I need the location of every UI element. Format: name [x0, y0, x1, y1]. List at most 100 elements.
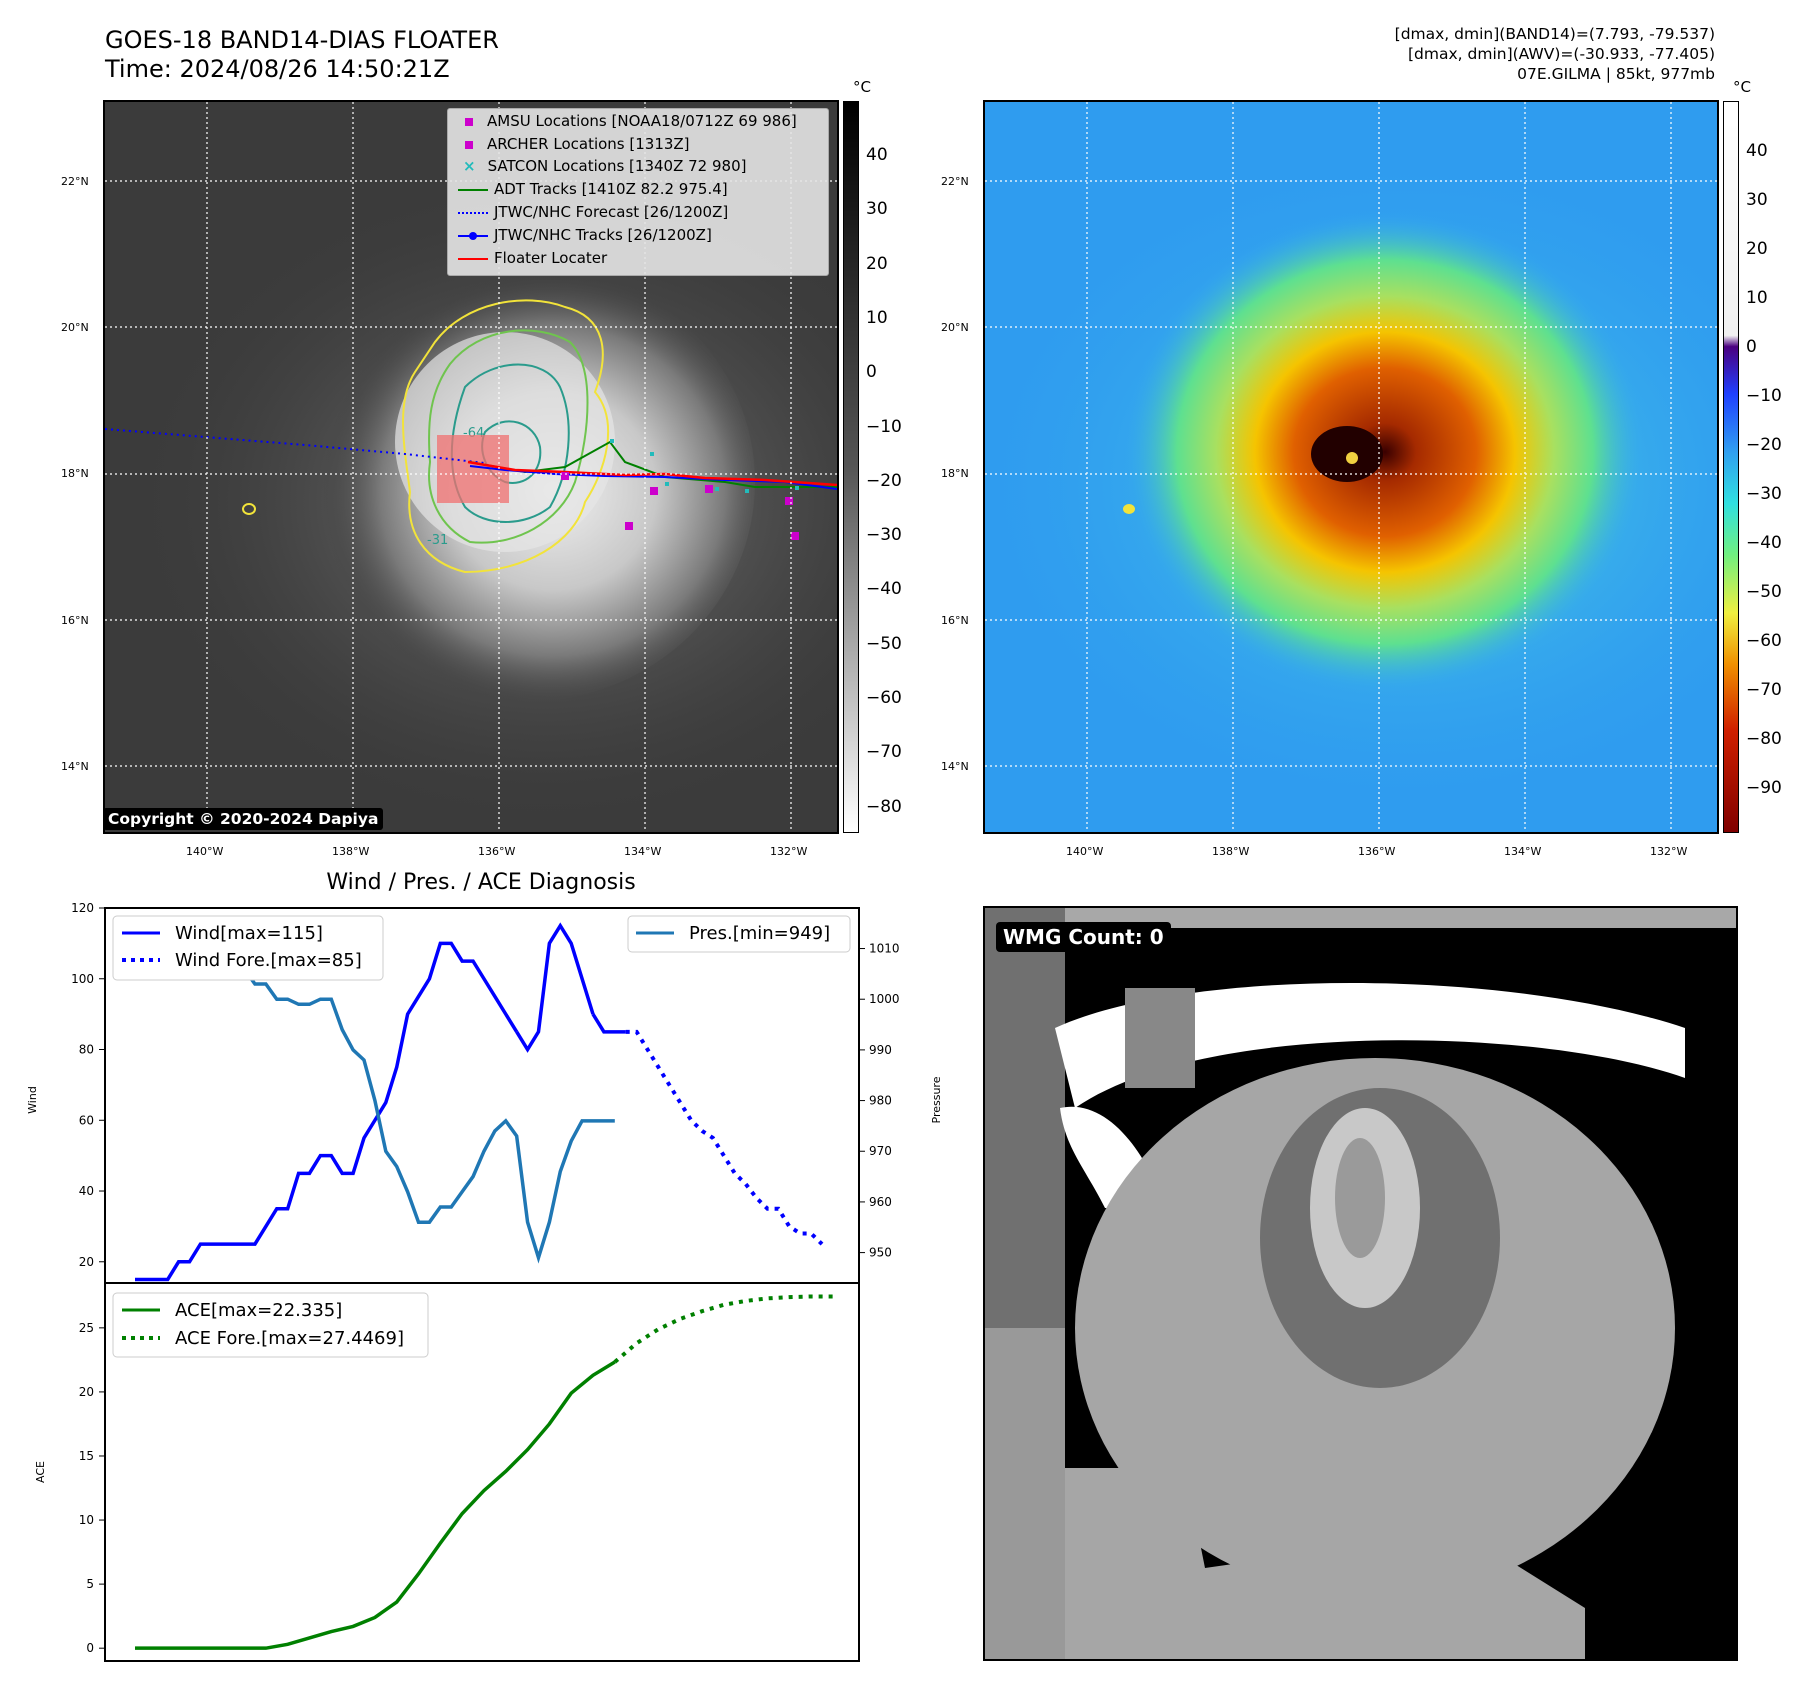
- colorbar-right-unit: °C: [1733, 78, 1751, 96]
- wmg-count-badge: WMG Count: 0: [996, 922, 1171, 952]
- ace-line: [135, 1360, 616, 1650]
- lon-label: 132°W: [770, 845, 808, 858]
- colorbar-tick-label: −50: [866, 633, 902, 654]
- wind-tick-label: 120: [71, 901, 94, 915]
- pressure-tick-label: 990: [869, 1043, 892, 1057]
- ace-tick-label: 15: [79, 1449, 94, 1463]
- colorbar-tick-label: −60: [1746, 631, 1782, 651]
- stats-band14: [dmax, dmin](BAND14)=(7.793, -79.537): [1394, 25, 1715, 43]
- map-legend: AMSU Locations [NOAA18/0712Z 69 986] ARC…: [447, 108, 829, 276]
- colorbar-tick-label: −90: [1746, 778, 1782, 798]
- forecast-track-line: [105, 428, 486, 464]
- color-map-image: [985, 102, 1717, 832]
- color-map-panel: [983, 100, 1719, 834]
- legend-ace: ACE[max=22.335]: [175, 1300, 342, 1321]
- wind-line: [515, 922, 595, 1053]
- legend-adt: ADT Tracks [1410Z 82.2 975.4]: [458, 180, 728, 198]
- ace-tick-label: 25: [79, 1321, 94, 1335]
- lat-label: 20°N: [941, 321, 969, 334]
- colorbar-tick-label: −10: [1746, 386, 1782, 406]
- colorbar-tick-label: −70: [1746, 680, 1782, 700]
- wmg-panel: [983, 906, 1738, 1661]
- square-marker-icon: [465, 118, 473, 126]
- ace-legend: ACE[max=22.335] ACE Fore.[max=27.4469]: [112, 1292, 429, 1358]
- colorbar-tick-label: 10: [1746, 288, 1768, 308]
- contour-label-31: -31: [427, 533, 448, 548]
- ace-tick-label: 10: [79, 1513, 94, 1527]
- ace-axes: [104, 1282, 860, 1662]
- square-marker-icon: [465, 141, 473, 149]
- line-marker-icon: [458, 188, 488, 191]
- legend-ace-fore: ACE Fore.[max=27.4469]: [175, 1328, 404, 1349]
- lon-label: 134°W: [624, 845, 662, 858]
- lat-label: 18°N: [941, 467, 969, 480]
- wind-tick-label: 80: [79, 1043, 94, 1057]
- title-line-2: Time: 2024/08/26 14:50:21Z: [105, 55, 450, 83]
- wind-tick-label: 40: [79, 1184, 94, 1198]
- lat-label: 14°N: [61, 760, 89, 773]
- ace-axis-label: ACE: [34, 1461, 47, 1483]
- lat-label: 16°N: [941, 614, 969, 627]
- pressure-tick-label: 1000: [869, 992, 900, 1006]
- wind-line: [135, 941, 519, 1282]
- colorbar-tick-label: −80: [1746, 729, 1782, 749]
- colorbar-tick-label: 20: [866, 253, 888, 274]
- colorbar-tick-label: −30: [866, 525, 902, 546]
- colorbar-tick-label: −20: [1746, 435, 1782, 455]
- colorbar-tick-label: −10: [866, 416, 902, 437]
- pressure-axis-label: Pressure: [930, 1076, 943, 1123]
- wind-line: [591, 1013, 626, 1034]
- legend-wind: Wind[max=115]: [175, 923, 323, 944]
- x-marker-icon: ×: [463, 157, 476, 175]
- legend-forecast: JTWC/NHC Forecast [26/1200Z]: [458, 203, 728, 221]
- lat-label: 14°N: [941, 760, 969, 773]
- colorbar-tick-label: −30: [1746, 484, 1782, 504]
- diagnosis-title: Wind / Pres. / ACE Diagnosis: [326, 870, 635, 895]
- lat-label: 18°N: [61, 467, 89, 480]
- colorbar-tick-label: 30: [866, 199, 888, 220]
- wind-tick-label: 60: [79, 1113, 94, 1127]
- ace-forecast-line: [613, 1294, 833, 1364]
- legend-floater: Floater Locater: [458, 249, 607, 267]
- pressure-tick-label: 950: [869, 1246, 892, 1260]
- colorbar-left-unit: °C: [853, 78, 871, 96]
- ace-tick-label: 5: [86, 1577, 94, 1591]
- pressure-tick-label: 960: [869, 1195, 892, 1209]
- colorbar-tick-label: 0: [1746, 337, 1757, 357]
- colorbar-tick-label: −40: [1746, 533, 1782, 553]
- colorbar-tick-label: 20: [1746, 239, 1768, 259]
- colorbar-left: [843, 101, 859, 833]
- colorbar-tick-label: 0: [866, 362, 877, 383]
- lon-label: 132°W: [1650, 845, 1688, 858]
- wind-axis-label: Wind: [26, 1086, 39, 1114]
- colorbar-tick-label: −70: [866, 742, 902, 763]
- lon-label: 136°W: [1358, 845, 1396, 858]
- eyewall: [1311, 426, 1383, 482]
- archer-markers: [561, 472, 799, 540]
- wmg-image: [985, 908, 1736, 1659]
- wind-tick-label: 100: [71, 972, 94, 986]
- pressure-tick-label: 970: [869, 1144, 892, 1158]
- lat-label: 22°N: [941, 175, 969, 188]
- lon-label: 140°W: [1066, 845, 1104, 858]
- lon-label: 138°W: [1212, 845, 1250, 858]
- colorbar-tick-label: 30: [1746, 190, 1768, 210]
- colorbar-tick-label: −50: [1746, 582, 1782, 602]
- colorbar-tick-label: −60: [866, 688, 902, 708]
- ace-tick-label: 20: [79, 1385, 94, 1399]
- wind-legend: Wind[max=115] Wind Fore.[max=85]: [112, 915, 384, 981]
- storm-info: 07E.GILMA | 85kt, 977mb: [1517, 65, 1715, 83]
- legend-jtwc: JTWC/NHC Tracks [26/1200Z]: [458, 226, 712, 244]
- diagnosis-chart: Wind / Pres. / ACE Diagnosis Wind Pressu…: [26, 870, 943, 1662]
- title-line-1: GOES-18 BAND14-DIAS FLOATER: [105, 26, 499, 54]
- lon-label: 136°W: [478, 845, 516, 858]
- lon-label: 134°W: [1504, 845, 1542, 858]
- colorbar-tick-label: 40: [1746, 141, 1768, 161]
- color-map-gridlines: [985, 102, 1717, 832]
- figure-title: GOES-18 BAND14-DIAS FLOATER Time: 2024/0…: [105, 26, 499, 84]
- red-line-icon: [458, 257, 488, 260]
- legend-satcon: × SATCON Locations [1340Z 72 980]: [463, 157, 747, 175]
- lon-label: 138°W: [332, 845, 370, 858]
- pressure-legend: Pres.[min=949]: [627, 915, 851, 953]
- legend-amsu: AMSU Locations [NOAA18/0712Z 69 986]: [458, 112, 797, 130]
